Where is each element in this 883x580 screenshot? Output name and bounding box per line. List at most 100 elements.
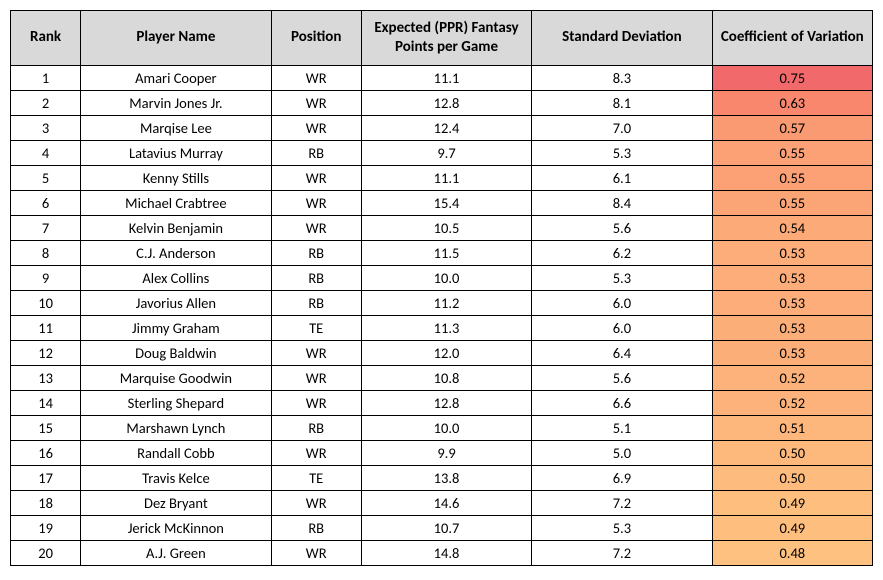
cell-expected: 12.0 (361, 340, 531, 365)
cell-expected: 14.8 (361, 540, 531, 565)
cell-expected: 10.7 (361, 515, 531, 540)
cell-position: RB (271, 515, 361, 540)
cell-player: Jerick McKinnon (81, 515, 271, 540)
cell-position: TE (271, 465, 361, 490)
cell-cov: 0.75 (712, 65, 872, 90)
cell-rank: 12 (11, 340, 81, 365)
cell-position: WR (271, 65, 361, 90)
cell-expected: 10.8 (361, 365, 531, 390)
cell-expected: 12.8 (361, 390, 531, 415)
cell-expected: 10.5 (361, 215, 531, 240)
table-row: 13Marquise GoodwinWR10.85.60.52 (11, 365, 873, 390)
cell-stddev: 6.9 (532, 465, 712, 490)
table-row: 4Latavius MurrayRB9.75.30.55 (11, 140, 873, 165)
cell-player: Latavius Murray (81, 140, 271, 165)
cell-player: Amari Cooper (81, 65, 271, 90)
cell-player: Jimmy Graham (81, 315, 271, 340)
cell-player: Alex Collins (81, 265, 271, 290)
cell-player: Michael Crabtree (81, 190, 271, 215)
table-row: 16Randall CobbWR9.95.00.50 (11, 440, 873, 465)
table-row: 14Sterling ShepardWR12.86.60.52 (11, 390, 873, 415)
cell-stddev: 6.4 (532, 340, 712, 365)
cell-expected: 11.1 (361, 165, 531, 190)
cell-expected: 12.8 (361, 90, 531, 115)
cell-expected: 9.7 (361, 140, 531, 165)
column-header-cov: Coefficient of Variation (712, 11, 872, 66)
table-row: 20A.J. GreenWR14.87.20.48 (11, 540, 873, 565)
cell-cov: 0.49 (712, 490, 872, 515)
table-body: 1Amari CooperWR11.18.30.752Marvin Jones … (11, 65, 873, 565)
cell-player: Marqise Lee (81, 115, 271, 140)
table-row: 12Doug BaldwinWR12.06.40.53 (11, 340, 873, 365)
table-row: 7Kelvin BenjaminWR10.55.60.54 (11, 215, 873, 240)
cell-stddev: 7.2 (532, 490, 712, 515)
cell-stddev: 6.2 (532, 240, 712, 265)
cell-stddev: 5.6 (532, 215, 712, 240)
cell-rank: 8 (11, 240, 81, 265)
table-row: 6Michael CrabtreeWR15.48.40.55 (11, 190, 873, 215)
cell-rank: 15 (11, 415, 81, 440)
cell-cov: 0.53 (712, 265, 872, 290)
cell-cov: 0.50 (712, 465, 872, 490)
cell-position: RB (271, 140, 361, 165)
cell-player: Marshawn Lynch (81, 415, 271, 440)
cell-rank: 3 (11, 115, 81, 140)
cell-expected: 11.5 (361, 240, 531, 265)
cell-cov: 0.49 (712, 515, 872, 540)
cell-expected: 11.3 (361, 315, 531, 340)
cell-player: Randall Cobb (81, 440, 271, 465)
table-header-row: RankPlayer NamePositionExpected (PPR) Fa… (11, 11, 873, 66)
cell-position: RB (271, 415, 361, 440)
cell-rank: 20 (11, 540, 81, 565)
table-row: 19Jerick McKinnonRB10.75.30.49 (11, 515, 873, 540)
cell-expected: 11.1 (361, 65, 531, 90)
cell-player: Doug Baldwin (81, 340, 271, 365)
cell-rank: 2 (11, 90, 81, 115)
cell-stddev: 5.3 (532, 515, 712, 540)
table-row: 10Javorius AllenRB11.26.00.53 (11, 290, 873, 315)
table-row: 1Amari CooperWR11.18.30.75 (11, 65, 873, 90)
cell-position: RB (271, 290, 361, 315)
cell-rank: 14 (11, 390, 81, 415)
table-row: 8C.J. AndersonRB11.56.20.53 (11, 240, 873, 265)
cell-rank: 18 (11, 490, 81, 515)
cell-position: WR (271, 440, 361, 465)
cell-rank: 6 (11, 190, 81, 215)
table-row: 11Jimmy GrahamTE11.36.00.53 (11, 315, 873, 340)
cell-stddev: 5.3 (532, 140, 712, 165)
column-header-rank: Rank (11, 11, 81, 66)
column-header-position: Position (271, 11, 361, 66)
cell-player: Kelvin Benjamin (81, 215, 271, 240)
cell-position: WR (271, 90, 361, 115)
cell-cov: 0.55 (712, 140, 872, 165)
cell-rank: 10 (11, 290, 81, 315)
table-row: 17Travis KelceTE13.86.90.50 (11, 465, 873, 490)
cell-expected: 13.8 (361, 465, 531, 490)
cell-position: WR (271, 115, 361, 140)
cell-cov: 0.48 (712, 540, 872, 565)
cell-cov: 0.53 (712, 240, 872, 265)
cell-expected: 11.2 (361, 290, 531, 315)
cell-player: Marvin Jones Jr. (81, 90, 271, 115)
cell-position: RB (271, 240, 361, 265)
cell-expected: 10.0 (361, 265, 531, 290)
cell-position: WR (271, 165, 361, 190)
cell-stddev: 5.6 (532, 365, 712, 390)
cell-position: TE (271, 315, 361, 340)
cell-expected: 9.9 (361, 440, 531, 465)
cell-position: WR (271, 190, 361, 215)
cell-cov: 0.57 (712, 115, 872, 140)
cell-stddev: 8.1 (532, 90, 712, 115)
cell-player: C.J. Anderson (81, 240, 271, 265)
cell-position: WR (271, 490, 361, 515)
cell-expected: 10.0 (361, 415, 531, 440)
table-row: 18Dez BryantWR14.67.20.49 (11, 490, 873, 515)
table-row: 9Alex CollinsRB10.05.30.53 (11, 265, 873, 290)
cell-player: Travis Kelce (81, 465, 271, 490)
cell-stddev: 8.4 (532, 190, 712, 215)
cell-stddev: 6.0 (532, 290, 712, 315)
cell-cov: 0.54 (712, 215, 872, 240)
cell-player: Dez Bryant (81, 490, 271, 515)
cell-position: WR (271, 540, 361, 565)
cell-cov: 0.53 (712, 290, 872, 315)
